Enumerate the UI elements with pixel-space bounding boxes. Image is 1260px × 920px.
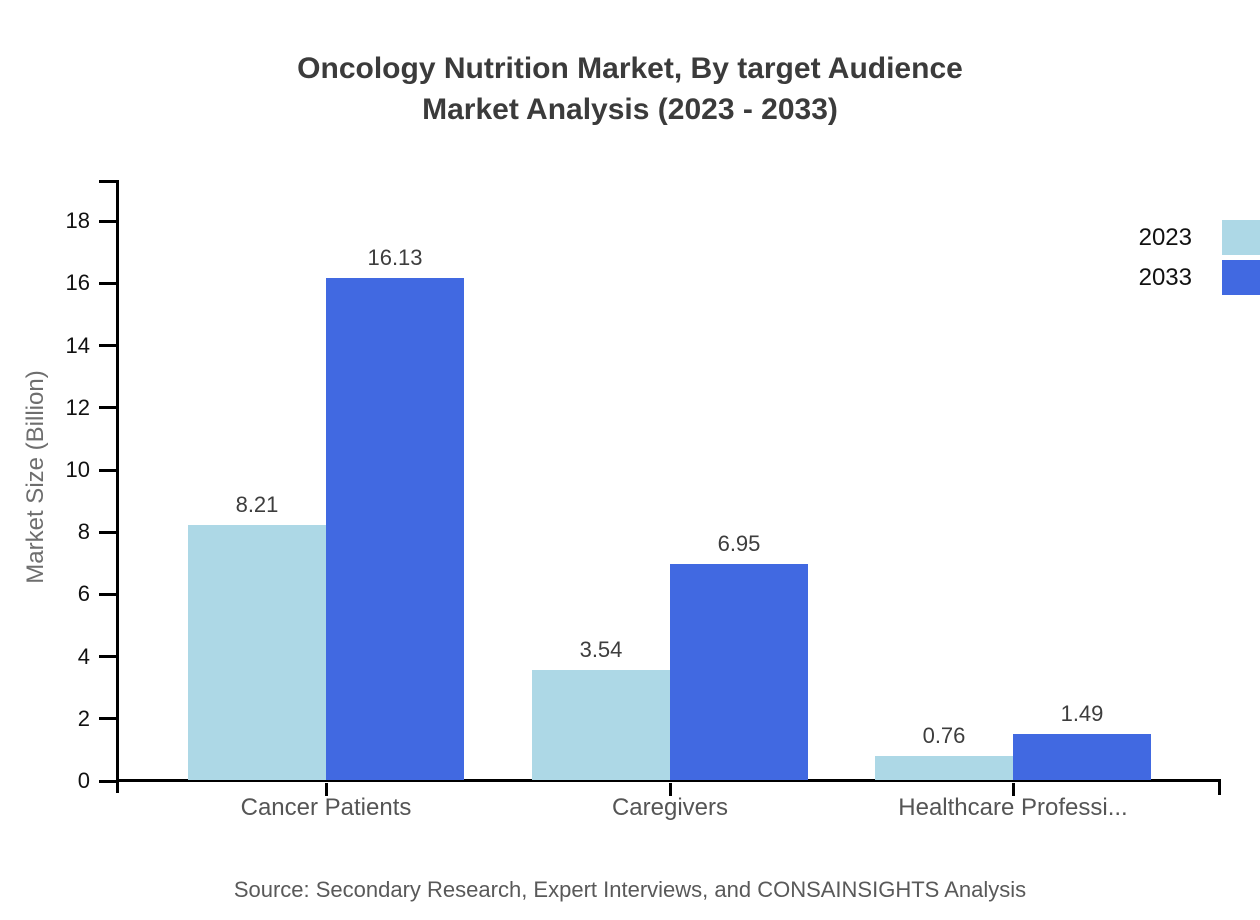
y-tick-label: 4 <box>77 643 90 669</box>
y-tick-mark <box>99 655 117 659</box>
y-tick-label: 8 <box>77 519 90 545</box>
bar-2033-1[interactable] <box>670 564 808 780</box>
y-tick-mark <box>99 281 117 285</box>
y-tick-label: 16 <box>65 270 90 296</box>
x-tick-mark <box>324 783 328 796</box>
legend-color-swatch <box>1222 220 1260 255</box>
y-tick-mark <box>99 592 117 596</box>
x-axis-line <box>116 779 1221 782</box>
legend-item-2033[interactable]: 2033 <box>1139 260 1260 295</box>
x-tick-mark <box>1011 783 1015 796</box>
source-note: Source: Secondary Research, Expert Inter… <box>233 877 1027 902</box>
legend-item-2023[interactable]: 2023 <box>1139 220 1260 255</box>
y-tick-mark <box>99 717 117 721</box>
legend-color-swatch <box>1222 260 1260 295</box>
y-tick-mark <box>99 406 117 410</box>
bar-2023-2[interactable] <box>875 756 1013 780</box>
y-tick-label: 12 <box>65 394 90 420</box>
chart-title-line1: Oncology Nutrition Market, By target Aud… <box>297 52 963 85</box>
bar-value-label: 0.76 <box>922 723 966 748</box>
y-tick-label: 2 <box>77 705 90 731</box>
x-tick-mark <box>668 783 672 796</box>
legend-item-label: 2023 <box>1138 223 1192 251</box>
bar-value-label: 3.54 <box>579 637 623 662</box>
bar-value-label: 16.13 <box>367 245 423 270</box>
chart-title-line2: Market Analysis (2023 - 2033) <box>422 93 838 126</box>
y-tick-mark <box>99 344 117 348</box>
y-tick-mark <box>99 779 117 783</box>
legend-item-label: 2033 <box>1138 263 1192 291</box>
category-label: Cancer Patients <box>240 794 412 821</box>
bar-2033-2[interactable] <box>1013 734 1151 780</box>
bar-2033-0[interactable] <box>326 278 464 780</box>
y-tick-mark <box>99 219 117 223</box>
y-tick-label: 0 <box>77 768 90 793</box>
bar-value-label: 8.21 <box>235 492 279 517</box>
y-tick-label: 10 <box>65 457 90 482</box>
y-axis-endcap-tick <box>99 180 117 183</box>
y-axis-line <box>116 180 119 793</box>
category-label: Healthcare Professi... <box>898 794 1128 821</box>
y-tick-label: 18 <box>65 208 90 234</box>
bar-value-label: 1.49 <box>1060 701 1104 726</box>
category-label: Caregivers <box>611 794 729 821</box>
x-axis-endcap-tick <box>1218 782 1221 795</box>
bar-2023-1[interactable] <box>532 670 670 780</box>
y-tick-mark <box>99 468 117 472</box>
y-tick-mark <box>99 530 117 534</box>
bar-2023-0[interactable] <box>188 525 326 780</box>
y-tick-label: 6 <box>77 581 90 607</box>
chart-title: Oncology Nutrition Market, By target Aud… <box>0 48 1260 130</box>
y-tick-label: 14 <box>65 332 90 358</box>
bar-value-label: 6.95 <box>717 531 761 556</box>
